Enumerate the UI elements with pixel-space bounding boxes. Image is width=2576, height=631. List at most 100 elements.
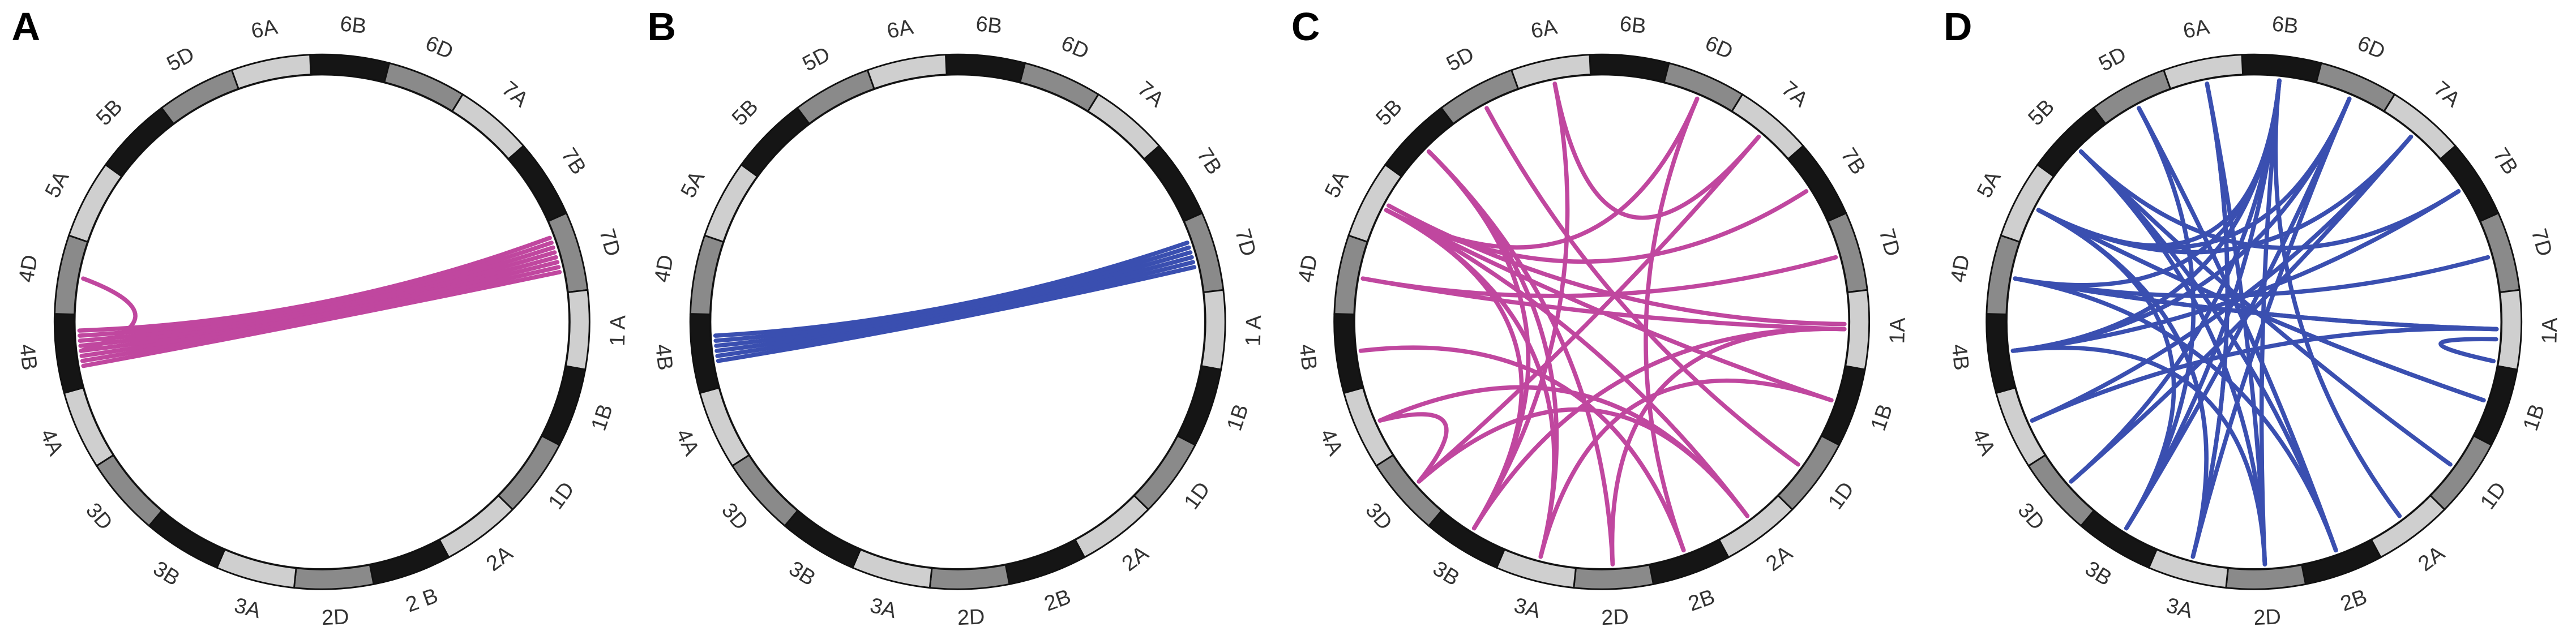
chromosome-segment xyxy=(689,313,720,394)
chromosome-label: 2D xyxy=(2253,605,2281,630)
chromosome-segment xyxy=(2479,212,2521,294)
chromosome-label: 3A xyxy=(232,594,264,623)
chromosome-label: 3B xyxy=(785,557,820,591)
chromosome-segment xyxy=(1347,163,1403,243)
link xyxy=(2438,337,2498,363)
chromosome-segment xyxy=(53,313,84,394)
chromosome-label: 7D xyxy=(2526,226,2556,259)
link xyxy=(1377,385,1750,518)
chromosome-segment xyxy=(1826,212,1868,294)
chromosome-label: 6B xyxy=(975,12,1004,38)
chromosome-label: 7B xyxy=(557,144,590,179)
chromosome-segment xyxy=(2225,564,2307,590)
chromosome-label: 7A xyxy=(1133,77,1169,112)
link xyxy=(1552,81,1761,220)
chromosome-segment xyxy=(1589,53,1670,84)
chromosome-label: 4D xyxy=(1294,253,1323,284)
chromosome-segment xyxy=(1986,234,2021,316)
chromosome-label: 5B xyxy=(2024,95,2059,131)
chromosome-label: 1B xyxy=(1222,401,1253,433)
chromosome-segment xyxy=(2147,548,2230,589)
chromosome-segment xyxy=(1663,62,1744,113)
link xyxy=(78,250,557,348)
link xyxy=(1610,327,1847,566)
chromosome-segment xyxy=(1176,365,1222,447)
chromosome-label: 6B xyxy=(339,12,368,38)
chromosome-label: 3A xyxy=(2164,594,2196,623)
chromosome-label: 7A xyxy=(1777,77,1813,112)
chromosome-label: 6A xyxy=(249,15,280,43)
link xyxy=(713,245,1191,343)
chromosome-segment xyxy=(1820,365,1866,447)
chromosome-label: 2D xyxy=(321,605,349,630)
chromosome-label: 1D xyxy=(2476,478,2511,514)
chromosome-label: 6D xyxy=(1702,31,1736,64)
chromosome-segment xyxy=(1333,234,1368,316)
chromosome-label: 5D xyxy=(799,42,835,76)
chromosome-segment xyxy=(541,365,587,447)
chromosome-label: 6B xyxy=(1619,12,1648,38)
link xyxy=(2078,149,2267,566)
link xyxy=(2190,81,2230,559)
link xyxy=(79,255,558,353)
chromosome-segment xyxy=(1986,313,2017,394)
chromosome-segment xyxy=(216,548,297,589)
chromosome-segment xyxy=(1342,387,1394,467)
link xyxy=(1360,276,1847,332)
link xyxy=(1417,134,1761,484)
chromosome-label: 5A xyxy=(1320,167,1354,201)
chromosome-segment xyxy=(2241,53,2322,84)
link xyxy=(2124,106,2196,531)
chromosome-segment xyxy=(1019,62,1100,113)
chromosome-label: 3D xyxy=(81,499,117,535)
chromosome-label: 1A xyxy=(1885,317,1910,344)
chromosome-label: 3B xyxy=(149,557,184,591)
link xyxy=(713,241,1189,338)
chromosome-segment xyxy=(2315,62,2396,113)
chromosome-segment xyxy=(2472,365,2518,447)
link xyxy=(1426,149,1615,566)
chromosome-segment xyxy=(293,564,375,590)
link xyxy=(1538,378,1834,559)
chromosome-segment xyxy=(866,54,948,90)
link xyxy=(1358,345,1686,553)
chromosome-label: 4B xyxy=(651,343,677,372)
chromosome-segment xyxy=(1648,538,1730,586)
chromosome-label: 3A xyxy=(867,594,899,623)
chromosome-label: 1 A xyxy=(1242,315,1266,347)
link xyxy=(2069,78,2282,484)
chromosome-label: 4B xyxy=(1946,343,1973,372)
chromosome-label: 2B xyxy=(1685,585,1718,616)
chromosome-label: 3B xyxy=(1428,557,1464,591)
chromosome-label: 5B xyxy=(92,95,127,131)
panel-label: B xyxy=(647,5,676,49)
link xyxy=(81,270,562,368)
chromosome-segment xyxy=(383,62,464,113)
chromosome-label: 5D xyxy=(163,42,199,76)
link xyxy=(1384,208,1750,518)
link xyxy=(77,241,554,338)
chromosome-segment xyxy=(689,234,725,316)
chromosome-label: 4D xyxy=(14,253,42,284)
chromosome-label: 4A xyxy=(1315,426,1348,460)
chromosome-label: 6A xyxy=(2181,15,2212,43)
link xyxy=(1484,106,1800,467)
chromosome-segment xyxy=(851,548,933,589)
chromosome-label: 5B xyxy=(1372,95,1407,131)
chromosome-segment xyxy=(1510,54,1592,90)
chromosome-label: 7B xyxy=(1836,144,1870,179)
chromosome-label: 1A xyxy=(2538,317,2562,344)
chromosome-segment xyxy=(2092,69,2172,125)
chromosome-label: 6D xyxy=(1058,31,1092,64)
link xyxy=(78,245,555,343)
chromosome-segment xyxy=(230,54,312,90)
chromosome-label: 7A xyxy=(2429,77,2465,112)
chromosome-segment xyxy=(796,69,875,125)
link xyxy=(714,250,1193,348)
chromosome-label: 4A xyxy=(1967,426,2000,460)
chromosome-label: 1B xyxy=(587,401,618,433)
link xyxy=(2036,78,2282,248)
chromosome-label: 5A xyxy=(1972,167,2006,201)
